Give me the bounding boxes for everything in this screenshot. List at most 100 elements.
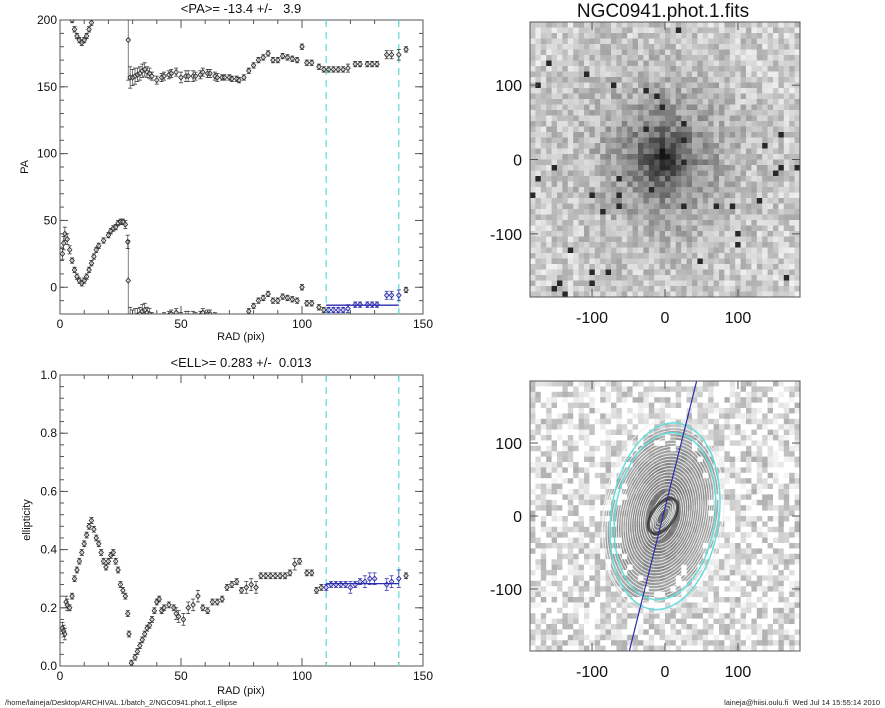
image-pixel — [773, 176, 779, 182]
image-pixel — [783, 88, 790, 94]
image-pixel — [589, 286, 596, 292]
image-pixel — [535, 225, 542, 232]
image-pixel — [616, 93, 623, 100]
image-pixel — [600, 148, 606, 155]
image-pixel — [643, 462, 650, 468]
image-pixel — [546, 472, 552, 479]
image-pixel — [638, 187, 644, 193]
image-pixel — [567, 60, 574, 67]
image-pixel — [756, 214, 763, 221]
pa-data-point — [294, 297, 300, 304]
image-pixel — [605, 607, 612, 614]
image-pixel — [648, 548, 655, 555]
pa-data-point — [178, 74, 184, 81]
image-pixel — [638, 203, 644, 210]
image-pixel — [584, 543, 590, 549]
image-pixel — [578, 33, 585, 39]
image-pixel — [692, 275, 698, 281]
image-pixel — [654, 258, 660, 265]
pa-data-point — [194, 313, 197, 314]
image-pixel — [659, 165, 666, 171]
image-pixel — [616, 126, 623, 133]
image-pixel — [573, 115, 579, 122]
image-pixel — [578, 77, 585, 83]
image-pixel — [643, 214, 650, 221]
image-pixel — [600, 445, 606, 452]
image-pixel — [627, 71, 633, 78]
image-pixel — [632, 121, 639, 127]
image-pixel — [789, 22, 795, 28]
image-pixel — [611, 429, 617, 436]
image-pixel — [594, 418, 601, 425]
image-pixel — [616, 143, 623, 149]
image-pixel — [773, 198, 779, 204]
image-pixel — [751, 198, 758, 204]
image-pixel — [643, 132, 650, 138]
image-pixel — [778, 82, 785, 89]
image-pixel — [594, 580, 601, 587]
image-pixel — [767, 181, 774, 188]
image-pixel — [621, 424, 628, 430]
image-pixel — [648, 38, 655, 45]
pa-data-point — [284, 54, 291, 61]
image-pixel — [562, 402, 569, 409]
image-pixel — [686, 253, 693, 259]
image-pixel — [567, 192, 574, 199]
image-pixel — [584, 467, 590, 474]
image-pixel — [594, 586, 601, 592]
image-pixel — [584, 494, 590, 501]
image-pixel — [697, 110, 704, 116]
image-pixel — [578, 187, 585, 193]
image-pixel — [638, 559, 644, 565]
image-pixel — [578, 381, 585, 387]
image-pixel — [670, 258, 677, 265]
image-pixel — [670, 93, 677, 100]
image-pixel — [702, 22, 709, 28]
image-pixel — [600, 586, 606, 592]
image-pixel — [594, 391, 601, 398]
image-pixel — [557, 280, 563, 287]
image-pixel — [546, 88, 552, 94]
image-pixel — [648, 402, 655, 409]
image-pixel — [713, 22, 720, 28]
image-pixel — [530, 483, 536, 490]
image-pixel — [719, 27, 725, 34]
image-pixel — [616, 532, 623, 538]
image-pixel — [746, 27, 752, 34]
image-pixel — [767, 187, 774, 193]
image-pixel — [562, 286, 569, 292]
image-pixel — [632, 505, 639, 511]
image-pixel — [686, 49, 693, 56]
image-pixel — [557, 88, 563, 94]
image-pixel — [638, 624, 644, 630]
image-pixel — [540, 93, 547, 100]
image-pixel — [713, 247, 720, 254]
image-pixel — [794, 66, 800, 72]
image-pixel — [600, 559, 606, 565]
image-pixel — [762, 88, 768, 94]
image-pixel — [605, 121, 612, 127]
pa-data-point — [161, 72, 167, 80]
ellipticity-data-point — [66, 604, 73, 612]
image-pixel — [778, 104, 785, 111]
image-pixel — [605, 516, 612, 522]
image-pixel — [616, 467, 623, 474]
image-pixel — [589, 564, 596, 571]
image-pixel — [778, 110, 785, 116]
image-pixel — [535, 88, 542, 94]
image-pixel — [616, 27, 623, 34]
image-pixel — [540, 236, 547, 243]
image-pixel — [767, 104, 774, 111]
image-pixel — [600, 397, 606, 403]
image-pixel — [729, 280, 736, 287]
image-pixel — [535, 629, 542, 636]
image-pixel — [632, 38, 639, 45]
image-pixel — [535, 198, 542, 204]
image-pixel — [557, 176, 563, 182]
image-pixel — [551, 22, 558, 28]
image-pixel — [638, 264, 644, 270]
image-pixel — [648, 77, 655, 83]
image-pixel — [767, 77, 774, 83]
image-pixel — [692, 231, 698, 237]
image-pixel — [578, 564, 585, 571]
